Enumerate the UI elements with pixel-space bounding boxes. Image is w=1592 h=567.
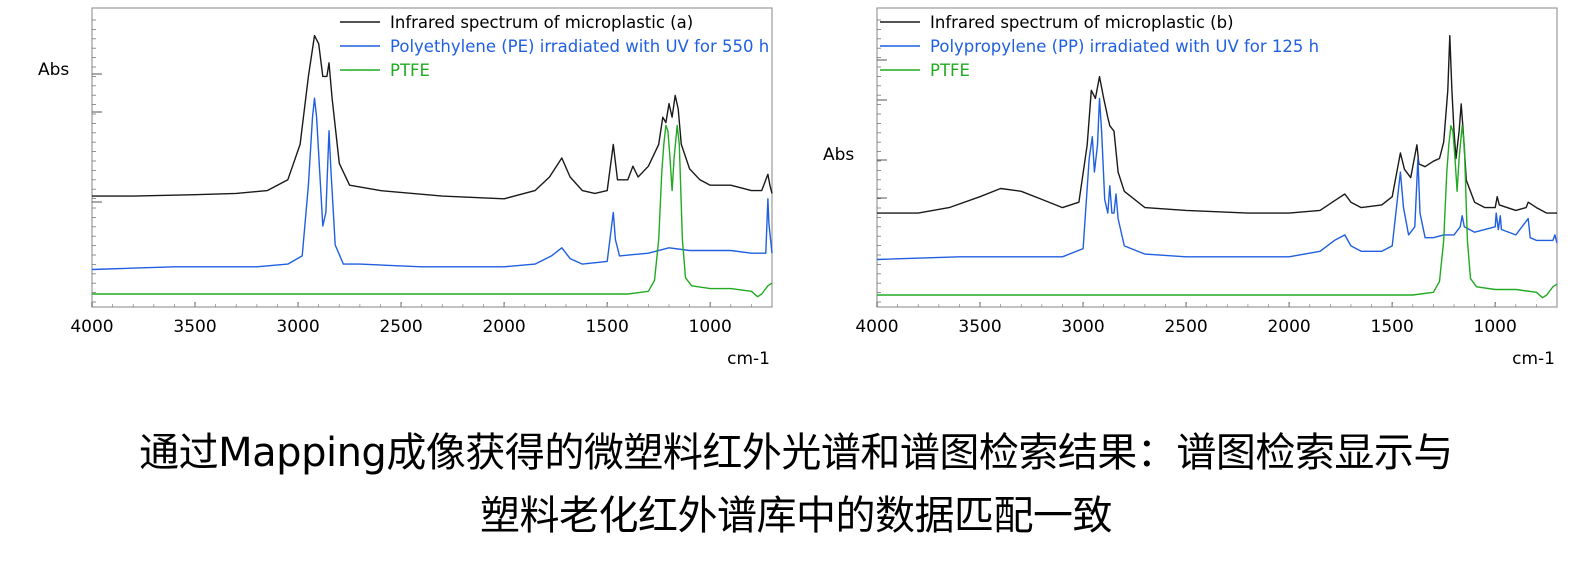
y-axis-label: Abs xyxy=(38,60,69,80)
spectrum-chart-b: 4000 3500 3000 2500 2000 1500 1000 cm-1 Abs Infra… xyxy=(823,7,1558,369)
x-tick-label: 1500 xyxy=(586,317,629,337)
series-line-3 xyxy=(92,124,773,298)
x-tick-label: 3500 xyxy=(173,317,216,337)
legend-entry: Infrared spectrum of microplastic (a) xyxy=(390,13,693,32)
plot-frame xyxy=(91,7,773,308)
spectra-figure: 4000 3500 3000 2500 2000 1500 1000 cm-1 Abs Infra… xyxy=(38,7,1558,369)
legend-entry: Polypropylene (PP) irradiated with UV fo… xyxy=(930,37,1319,56)
x-tick-label: 2500 xyxy=(1164,317,1207,337)
x-tick-label: 1000 xyxy=(689,317,732,337)
caption-line-1: 通过Mapping成像获得的微塑料红外光谱和谱图检索结果：谱图检索显示与 xyxy=(139,430,1453,476)
spectrum-chart-a: 4000 3500 3000 2500 2000 1500 1000 cm-1 Abs Infra… xyxy=(38,7,773,369)
x-tick-label: 3000 xyxy=(1061,317,1104,337)
caption-line-2: 塑料老化红外谱库中的数据匹配一致 xyxy=(480,493,1113,539)
legend-entry: PTFE xyxy=(930,61,970,80)
x-tick-label: 2000 xyxy=(482,317,525,337)
series-line-1 xyxy=(92,34,773,200)
series-line-2 xyxy=(91,97,773,271)
x-tick-label: 2500 xyxy=(379,317,422,337)
x-axis-label: cm-1 xyxy=(1512,349,1555,369)
x-tick-label: 3000 xyxy=(276,317,319,337)
legend-entry: PTFE xyxy=(390,61,430,80)
series-line-2 xyxy=(876,97,1558,261)
series-line-1 xyxy=(877,35,1557,214)
x-tick-label: 1500 xyxy=(1371,317,1414,337)
series-line-3 xyxy=(877,124,1558,299)
x-tick-label: 1000 xyxy=(1474,317,1517,337)
x-axis-label: cm-1 xyxy=(727,349,770,369)
x-tick-label: 3500 xyxy=(958,317,1001,337)
legend-entry: Infrared spectrum of microplastic (b) xyxy=(930,13,1234,32)
x-tick-label: 2000 xyxy=(1267,317,1310,337)
x-tick-label: 4000 xyxy=(70,317,113,337)
legend-entry: Polyethylene (PE) irradiated with UV for… xyxy=(390,37,769,56)
x-tick-label: 4000 xyxy=(855,317,898,337)
y-axis-label: Abs xyxy=(823,145,854,165)
